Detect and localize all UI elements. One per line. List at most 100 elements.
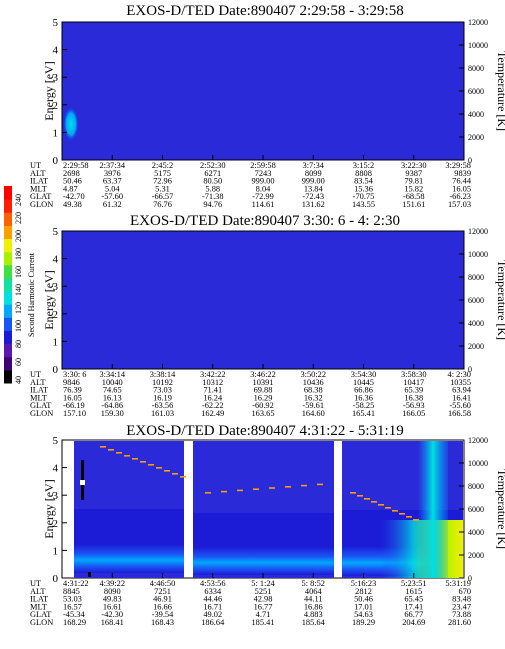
y-tick-label: 4 <box>53 463 59 475</box>
y-tick-label: 1 <box>53 127 59 139</box>
table-cell: 7243 <box>255 169 272 178</box>
table-cell: 10391 <box>253 378 274 387</box>
table-cell: 17.41 <box>404 602 423 611</box>
table-cell: -62.22 <box>202 401 224 410</box>
y2-tick-label: 8000 <box>468 64 484 73</box>
table-cell: 185.64 <box>302 618 326 627</box>
table-cell: -39.54 <box>152 610 174 619</box>
table-cell: 76.76 <box>153 200 172 209</box>
trace-mark <box>371 501 377 503</box>
y2-tick-label: 4000 <box>468 319 484 328</box>
table-cell: 72.96 <box>153 177 172 186</box>
trace-mark <box>156 467 162 469</box>
table-cell: -66.23 <box>449 192 471 201</box>
table-cell: 164.60 <box>302 409 325 418</box>
table-cell: 2812 <box>355 587 372 596</box>
trace-mark <box>317 483 323 486</box>
colorbar-tick-label: 220 <box>14 212 23 224</box>
panel-3-segment-a-band <box>74 509 184 573</box>
trace-mark <box>164 470 170 472</box>
table-cell: -42.30 <box>101 610 123 619</box>
colorbar-swatch <box>4 264 12 279</box>
colorbar-swatch <box>4 277 12 292</box>
table-cell: -66.57 <box>152 192 174 201</box>
panel-3-y2-ticks: 0 2000 4000 6000 8000 10000 12000 <box>459 436 488 583</box>
table-cell: -55.60 <box>449 401 471 410</box>
table-cell: 4:53:56 <box>200 579 226 588</box>
panel-2: EXOS-D/TED Date:890407 3:30: 6 - 4: 2:30… <box>30 213 505 418</box>
table-cell: 3:22:30 <box>401 161 427 170</box>
table-cell: 8099 <box>305 169 322 178</box>
table-cell: 281.60 <box>448 618 471 627</box>
table-cell: 2:37:34 <box>99 161 125 170</box>
table-cell: 66.86 <box>354 386 373 395</box>
y2-tick-label: 8000 <box>468 482 484 491</box>
table-cell: 168.41 <box>101 618 124 627</box>
table-cell: 3:46:22 <box>250 370 276 379</box>
trace-mark <box>116 452 122 454</box>
table-cell: 999.00 <box>302 177 325 186</box>
table-cell: -72.43 <box>302 192 324 201</box>
trace-mark <box>140 461 146 463</box>
trace-mark <box>378 504 384 506</box>
table-cell: 4.71 <box>256 610 271 619</box>
table-row-label: ALT <box>30 587 46 596</box>
trace-mark <box>406 516 412 518</box>
y2-tick-label: 10000 <box>468 250 488 259</box>
trace-mark <box>269 487 275 489</box>
table-cell: 999.00 <box>251 177 274 186</box>
trace-mark <box>172 473 178 475</box>
table-cell: 15.36 <box>354 184 373 193</box>
table-cell: -60.92 <box>252 401 274 410</box>
colorbar-swatch <box>4 251 12 266</box>
table-row-label: ILAT <box>30 386 48 395</box>
trace-mark <box>100 446 106 448</box>
panel-1-y2label: Temperature [K] <box>495 51 505 131</box>
table-cell: -57.60 <box>101 192 123 201</box>
y2-tick-label: 6000 <box>468 296 484 305</box>
panel-3-y-ticks: 0 1 2 3 4 5 <box>53 435 67 585</box>
panel-3-orange-trace <box>100 446 419 521</box>
table-cell: 5.31 <box>155 184 170 193</box>
y2-tick-label: 0 <box>468 156 472 165</box>
table-cell: 49.02 <box>203 610 222 619</box>
panel-2-plot-area <box>61 230 465 370</box>
table-cell: 10445 <box>353 378 374 387</box>
table-cell: 69.88 <box>254 386 273 395</box>
table-cell: 83.54 <box>354 177 374 186</box>
panel-1-low-energy-signal <box>63 106 79 142</box>
trace-mark <box>108 449 114 451</box>
table-cell: 166.05 <box>402 409 425 418</box>
colorbar-swatch <box>4 356 12 371</box>
table-cell: 114.61 <box>252 200 275 209</box>
table-cell: -71.38 <box>202 192 224 201</box>
table-cell: 10436 <box>303 378 324 387</box>
table-row-label: ALT <box>30 378 46 387</box>
trace-mark <box>350 492 356 494</box>
table-cell: 3:54:30 <box>351 370 377 379</box>
y-tick-label: 1 <box>53 336 59 348</box>
trace-mark <box>301 484 307 487</box>
colorbar-tick-label: 140 <box>14 284 23 296</box>
table-cell: 3:15:2 <box>353 161 374 170</box>
table-row-label: GLON <box>30 200 53 209</box>
table-cell: 50.46 <box>354 595 373 604</box>
table-cell: 73.03 <box>153 386 172 395</box>
table-cell: 53.03 <box>63 595 82 604</box>
y2-tick-label: 4000 <box>468 528 484 537</box>
panel-1-plot-area <box>61 21 465 161</box>
table-cell: 49.83 <box>103 595 122 604</box>
table-cell: 68.38 <box>304 386 323 395</box>
table-cell: 16.36 <box>354 393 373 402</box>
colorbar-swatch <box>4 186 12 200</box>
colorbar-tick-label: 180 <box>14 248 23 260</box>
table-cell: 9387 <box>405 169 422 178</box>
table-cell: 162.49 <box>201 409 224 418</box>
table-cell: 2:29:58 <box>63 161 89 170</box>
table-cell: 5.04 <box>105 184 120 193</box>
colorbar-swatch <box>4 330 12 345</box>
table-cell: 94.76 <box>203 200 222 209</box>
panel-3-y2label: Temperature [K] <box>495 469 505 549</box>
table-cell: -59.61 <box>302 401 324 410</box>
